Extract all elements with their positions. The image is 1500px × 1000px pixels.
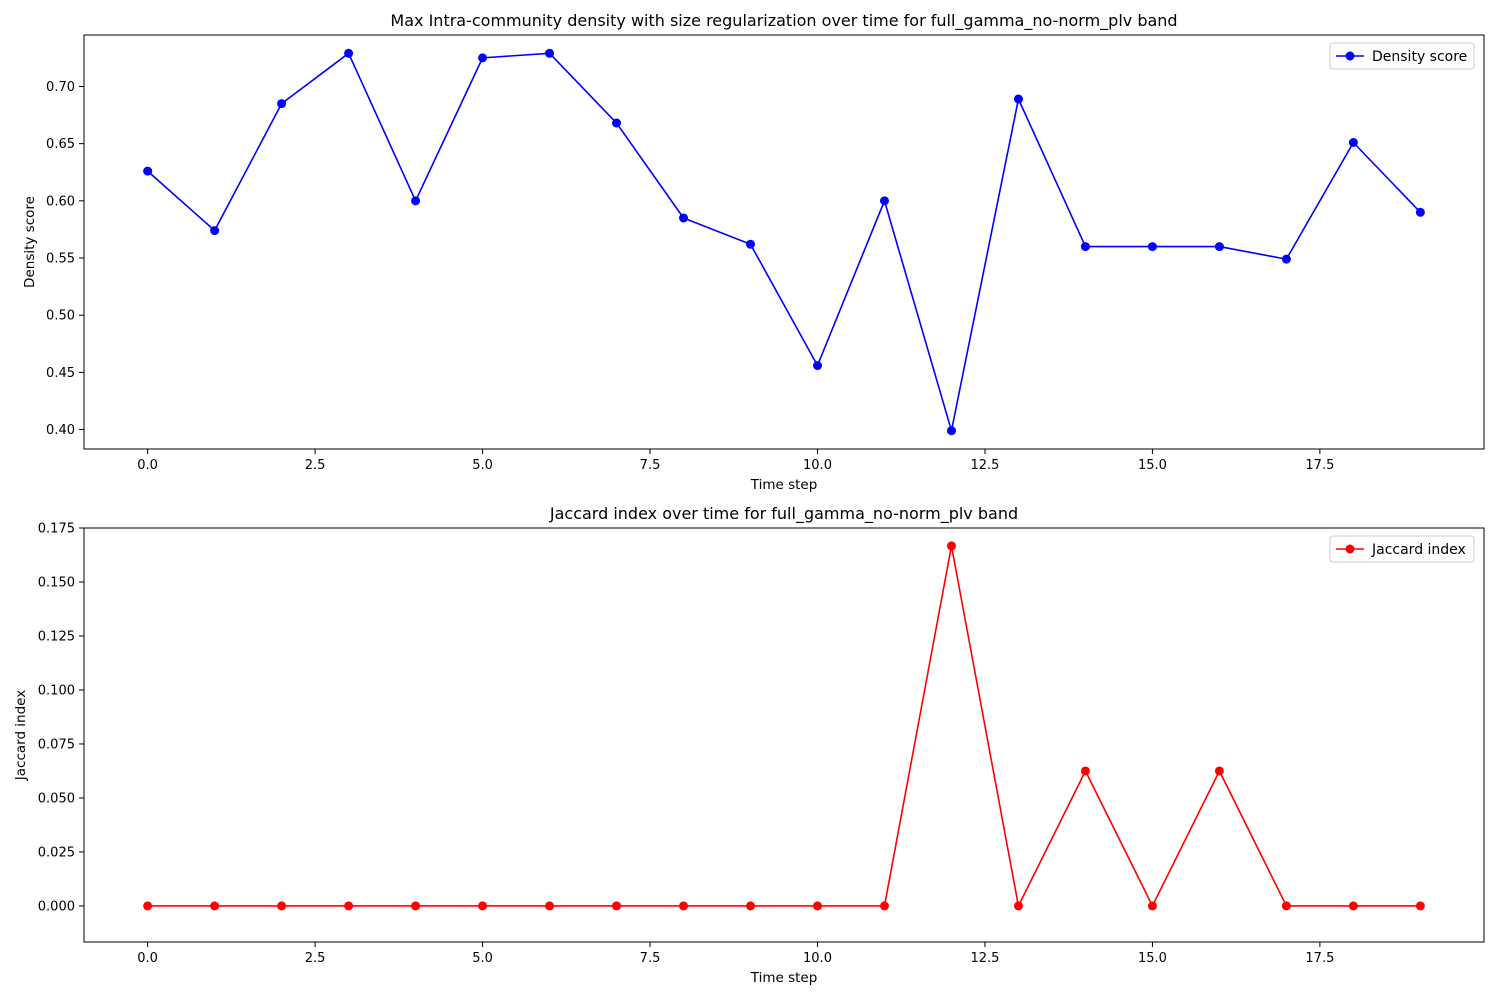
bottom-chart-data-point bbox=[210, 901, 220, 911]
top-chart-x-axis-label: Time step bbox=[750, 477, 818, 493]
top-chart-data-point bbox=[143, 166, 153, 176]
bottom-chart-data-point bbox=[545, 901, 555, 911]
top-chart-data-point bbox=[344, 48, 354, 58]
top-chart-data-point bbox=[1348, 138, 1358, 148]
top-chart-data-point bbox=[812, 361, 822, 371]
bottom-chart-data-point bbox=[946, 541, 956, 551]
top-chart-x-tick-label: 15.0 bbox=[1138, 458, 1167, 473]
bottom-chart-y-tick-label: 0.150 bbox=[38, 575, 75, 590]
bottom-chart-data-point bbox=[879, 901, 889, 911]
bottom-chart-data-point bbox=[679, 901, 689, 911]
top-chart-legend-box bbox=[1329, 42, 1475, 70]
bottom-chart-data-point bbox=[1415, 901, 1425, 911]
top-chart-y-tick-label: 0.40 bbox=[46, 423, 75, 438]
bottom-chart-x-tick-label: 5.0 bbox=[472, 951, 493, 966]
bottom-chart-x-tick-label: 17.5 bbox=[1305, 951, 1334, 966]
bottom-chart-data-point bbox=[1214, 766, 1224, 776]
top-chart-x-tick-label: 0.0 bbox=[137, 458, 158, 473]
top-chart-data-point bbox=[1281, 254, 1291, 264]
top-chart-data-point bbox=[210, 226, 220, 236]
top-chart-y-axis-label: Density score bbox=[22, 196, 38, 288]
top-chart-y-tick-label: 0.45 bbox=[46, 366, 75, 381]
top-chart-data-point bbox=[411, 196, 421, 206]
top-chart-y-tick-label: 0.65 bbox=[46, 137, 75, 152]
bottom-chart-x-tick-label: 0.0 bbox=[137, 951, 158, 966]
top-chart-x-tick-label: 2.5 bbox=[305, 458, 326, 473]
top-chart-data-point bbox=[1415, 207, 1425, 217]
bottom-chart-data-point bbox=[143, 901, 153, 911]
bottom-chart-legend: Jaccard index bbox=[1329, 535, 1475, 563]
top-chart: Max Intra-community density with size re… bbox=[22, 11, 1485, 493]
bottom-chart-y-tick-label: 0.075 bbox=[38, 737, 75, 752]
top-chart-data-point bbox=[545, 48, 555, 58]
top-chart-data-point bbox=[679, 213, 689, 223]
bottom-chart-x-tick-label: 10.0 bbox=[803, 951, 832, 966]
bottom-chart-data-point bbox=[411, 901, 421, 911]
top-chart-title: Max Intra-community density with size re… bbox=[390, 11, 1177, 31]
bottom-chart-data-point bbox=[612, 901, 622, 911]
top-chart-data-point bbox=[1013, 94, 1023, 104]
bottom-chart-y-tick-label: 0.000 bbox=[38, 899, 75, 914]
bottom-chart-legend-box bbox=[1329, 535, 1475, 563]
top-chart-series-line bbox=[147, 52, 1421, 432]
bottom-chart-x-tick-label: 7.5 bbox=[640, 951, 661, 966]
bottom-chart-data-point bbox=[1147, 901, 1157, 911]
top-chart-y-tick-label: 0.55 bbox=[46, 252, 75, 267]
top-chart-y-tick-label: 0.50 bbox=[46, 309, 75, 324]
bottom-chart-x-axis-label: Time step bbox=[750, 970, 818, 986]
top-chart-x-tick-label: 10.0 bbox=[803, 458, 832, 473]
bottom-chart-data-point bbox=[1281, 901, 1291, 911]
top-chart-x-tick-label: 7.5 bbox=[640, 458, 661, 473]
bottom-chart-y-axis-label: Jaccard index bbox=[13, 690, 29, 781]
bottom-chart-data-point bbox=[277, 901, 287, 911]
top-chart-data-point bbox=[1147, 242, 1157, 252]
bottom-chart-data-point bbox=[812, 901, 822, 911]
top-chart-y-tick-label: 0.70 bbox=[46, 80, 75, 95]
top-chart-data-point bbox=[478, 53, 488, 63]
top-chart-legend-marker bbox=[1345, 51, 1355, 61]
bottom-chart-y-tick-label: 0.100 bbox=[38, 683, 75, 698]
top-chart-x-tick-label: 12.5 bbox=[970, 458, 999, 473]
bottom-chart-x-tick-label: 15.0 bbox=[1138, 951, 1167, 966]
bottom-chart: Jaccard index over time for full_gamma_n… bbox=[13, 504, 1485, 986]
bottom-chart-title: Jaccard index over time for full_gamma_n… bbox=[549, 504, 1018, 524]
bottom-chart-y-tick-label: 0.050 bbox=[38, 791, 75, 806]
top-chart-data-point bbox=[1080, 242, 1090, 252]
bottom-chart-legend-label: Jaccard index bbox=[1371, 542, 1466, 558]
bottom-chart-x-tick-label: 2.5 bbox=[305, 951, 326, 966]
bottom-chart-data-point bbox=[478, 901, 488, 911]
bottom-chart-data-point bbox=[1080, 766, 1090, 776]
bottom-chart-data-point bbox=[1348, 901, 1358, 911]
bottom-chart-y-tick-label: 0.175 bbox=[38, 522, 75, 537]
top-chart-data-point bbox=[1214, 242, 1224, 252]
top-chart-data-point bbox=[277, 99, 287, 109]
top-chart-x-tick-label: 5.0 bbox=[472, 458, 493, 473]
top-chart-data-point bbox=[946, 426, 956, 436]
top-chart-data-point bbox=[746, 239, 756, 249]
bottom-chart-legend-marker bbox=[1345, 544, 1355, 554]
top-chart-y-tick-label: 0.60 bbox=[46, 194, 75, 209]
bottom-chart-data-point bbox=[344, 901, 354, 911]
top-chart-data-point bbox=[612, 118, 622, 128]
bottom-chart-data-point bbox=[746, 901, 756, 911]
top-chart-legend: Density score bbox=[1329, 42, 1475, 70]
bottom-chart-x-tick-label: 12.5 bbox=[970, 951, 999, 966]
bottom-chart-y-tick-label: 0.025 bbox=[38, 845, 75, 860]
bottom-chart-axes-frame bbox=[83, 527, 1485, 943]
bottom-chart-data-point bbox=[1013, 901, 1023, 911]
top-chart-x-tick-label: 17.5 bbox=[1305, 458, 1334, 473]
bottom-chart-y-tick-label: 0.125 bbox=[38, 629, 75, 644]
top-chart-data-point bbox=[879, 196, 889, 206]
top-chart-legend-label: Density score bbox=[1372, 49, 1467, 65]
bottom-chart-series-line bbox=[147, 545, 1421, 907]
top-chart-axes-frame bbox=[83, 34, 1485, 450]
